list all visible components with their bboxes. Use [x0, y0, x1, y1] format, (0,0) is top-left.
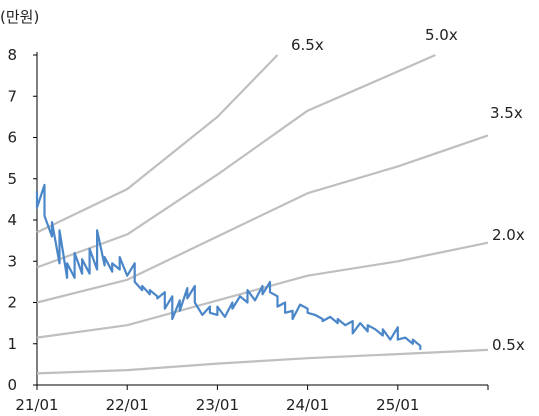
band-label-0_5x: 0.5x: [492, 336, 525, 354]
x-tick-label: 24/01: [286, 396, 329, 414]
y-tick-label: 5: [7, 170, 17, 188]
y-tick-label: 4: [7, 211, 17, 229]
price-line: [35, 183, 422, 350]
x-tick-label: 23/01: [196, 396, 239, 414]
y-tick-label: 7: [7, 87, 17, 105]
y-tick-label: 1: [7, 335, 17, 353]
y-tick-label: 8: [7, 46, 17, 64]
y-unit-label: (만원): [0, 8, 39, 26]
stock-price-series: [35, 183, 422, 350]
band-line-3_5x: [36, 134, 489, 304]
band-label-5_0x: 5.0x: [425, 26, 458, 44]
band-line-5_0x: [36, 53, 436, 269]
axes: [33, 52, 489, 390]
pb-band-lines: [36, 53, 489, 375]
band-line-6_5x: [36, 54, 279, 234]
x-tick-label: 25/01: [376, 396, 419, 414]
band-label-3_5x: 3.5x: [490, 104, 523, 122]
x-tick-label: 21/01: [15, 396, 58, 414]
labels: 0 1 2 3 4 5 6 7 8 21/01 22/01 23/01 24/01 25/01 6.5x 5.…: [7, 26, 524, 414]
band-line-0_5x: [36, 348, 489, 375]
y-tick-label: 0: [7, 376, 17, 394]
x-tick-label: 22/01: [106, 396, 149, 414]
y-tick-label: 3: [7, 252, 17, 270]
y-tick-label: 6: [7, 129, 17, 147]
band-label-6_5x: 6.5x: [291, 36, 324, 54]
y-tick-label: 2: [7, 294, 17, 312]
band-label-2_0x: 2.0x: [492, 226, 525, 244]
